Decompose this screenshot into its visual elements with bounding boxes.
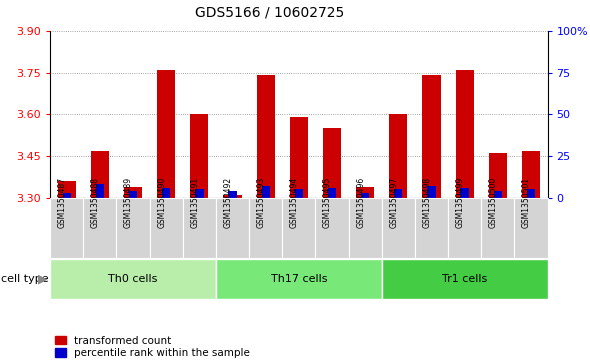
Bar xyxy=(249,198,282,258)
Bar xyxy=(522,151,540,198)
Text: GSM1350495: GSM1350495 xyxy=(323,177,332,228)
Text: GSM1350490: GSM1350490 xyxy=(157,177,166,228)
Text: GDS5166 / 10602725: GDS5166 / 10602725 xyxy=(195,6,344,20)
Bar xyxy=(323,128,341,198)
Legend: transformed count, percentile rank within the sample: transformed count, percentile rank withi… xyxy=(55,336,250,358)
Bar xyxy=(190,114,208,198)
Text: GSM1350493: GSM1350493 xyxy=(257,177,266,228)
Bar xyxy=(216,198,249,258)
Text: Th17 cells: Th17 cells xyxy=(271,274,327,284)
Bar xyxy=(50,258,216,299)
Text: Tr1 cells: Tr1 cells xyxy=(442,274,487,284)
Bar xyxy=(514,198,548,258)
Bar xyxy=(150,198,183,258)
Bar xyxy=(157,70,175,198)
Bar xyxy=(382,258,548,299)
Bar xyxy=(394,189,402,198)
Bar xyxy=(448,198,481,258)
Bar xyxy=(257,76,275,198)
Bar xyxy=(361,193,369,198)
Bar xyxy=(282,198,316,258)
Text: GSM1350497: GSM1350497 xyxy=(389,177,398,228)
Bar xyxy=(494,191,502,198)
Bar xyxy=(356,187,374,198)
Text: GSM1350494: GSM1350494 xyxy=(290,177,299,228)
Bar xyxy=(290,117,308,198)
Text: cell type: cell type xyxy=(1,274,49,284)
Text: GSM1350488: GSM1350488 xyxy=(91,177,100,228)
Bar xyxy=(460,188,469,198)
Bar xyxy=(261,186,270,198)
Bar xyxy=(389,114,408,198)
Bar xyxy=(422,76,441,198)
Text: GSM1350491: GSM1350491 xyxy=(191,177,199,228)
Bar xyxy=(228,191,237,198)
Bar xyxy=(129,191,137,198)
Bar xyxy=(162,188,171,198)
Bar xyxy=(294,189,303,198)
Text: GSM1350500: GSM1350500 xyxy=(489,177,498,228)
Bar xyxy=(481,198,514,258)
Bar xyxy=(91,151,109,198)
Bar xyxy=(50,198,83,258)
Text: GSM1350498: GSM1350498 xyxy=(422,177,431,228)
Text: GSM1350489: GSM1350489 xyxy=(124,177,133,228)
Bar xyxy=(58,181,76,198)
Text: ▶: ▶ xyxy=(38,272,48,285)
Text: GSM1350487: GSM1350487 xyxy=(58,177,67,228)
Bar xyxy=(116,198,150,258)
Text: Th0 cells: Th0 cells xyxy=(109,274,158,284)
Bar xyxy=(183,198,216,258)
Bar xyxy=(83,198,116,258)
Bar xyxy=(316,198,349,258)
Bar xyxy=(349,198,382,258)
Text: GSM1350496: GSM1350496 xyxy=(356,177,365,228)
Bar xyxy=(124,187,142,198)
Bar xyxy=(382,198,415,258)
Bar xyxy=(489,153,507,198)
Bar xyxy=(216,258,382,299)
Text: GSM1350492: GSM1350492 xyxy=(224,177,232,228)
Bar xyxy=(224,195,242,198)
Bar xyxy=(415,198,448,258)
Text: GSM1350501: GSM1350501 xyxy=(522,177,531,228)
Bar xyxy=(96,184,104,198)
Bar xyxy=(63,193,71,198)
Bar xyxy=(195,189,204,198)
Bar xyxy=(527,189,535,198)
Text: GSM1350499: GSM1350499 xyxy=(455,177,465,228)
Bar xyxy=(455,70,474,198)
Bar xyxy=(427,186,435,198)
Bar xyxy=(328,188,336,198)
